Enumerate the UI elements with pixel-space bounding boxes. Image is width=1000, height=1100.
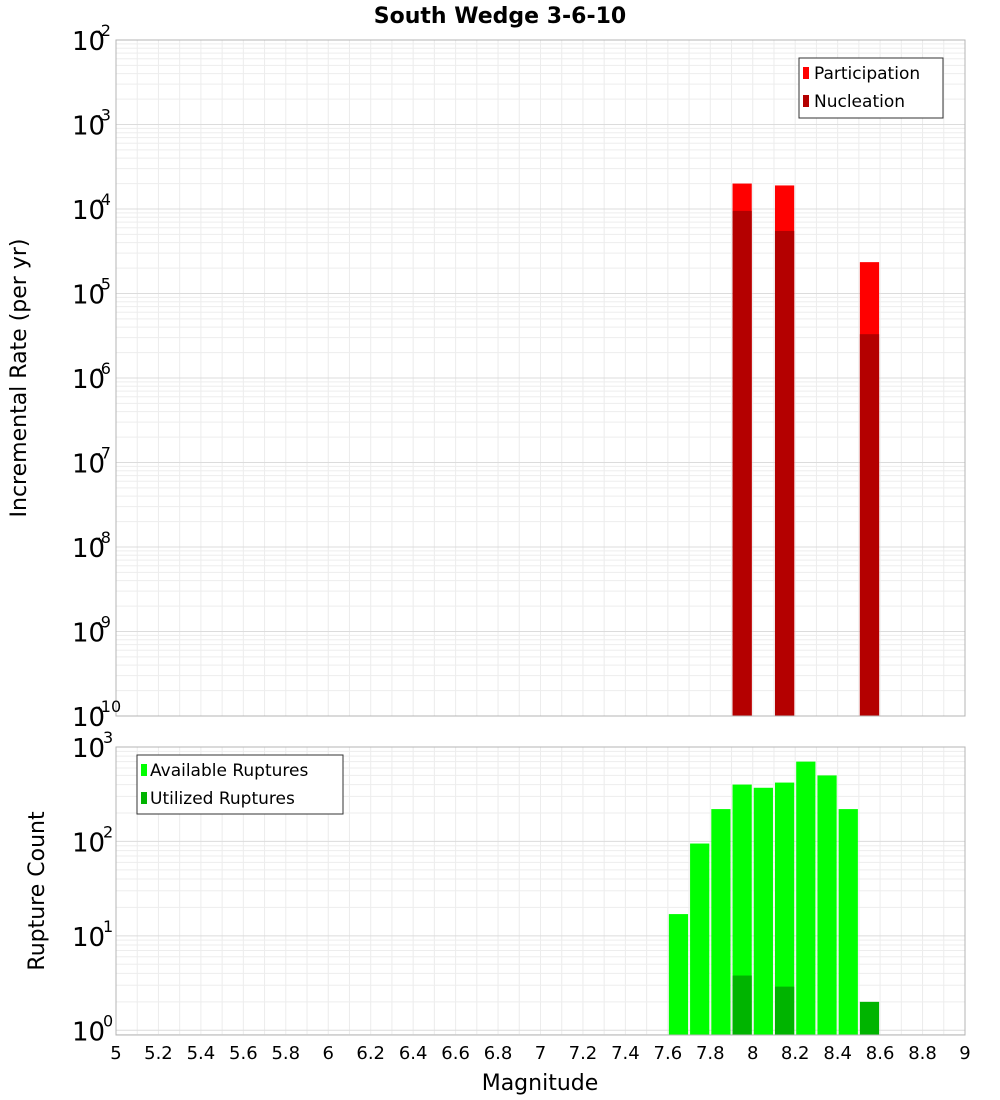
utilized-ruptures-bar: [732, 975, 752, 1035]
nucleation-bar: [774, 230, 795, 717]
y-tick-exponent: -5: [95, 275, 111, 294]
y-tick-label-top: 10-7: [72, 444, 111, 480]
legend-swatch: [803, 67, 809, 79]
top-plot-frame: [115, 39, 966, 717]
x-tick-label: 8.4: [823, 1043, 852, 1064]
y-tick-exponent: -4: [95, 190, 111, 209]
y-tick-label-top: 10-9: [72, 613, 111, 649]
x-tick-label: 7: [535, 1043, 546, 1064]
y-tick-base: 10: [72, 534, 105, 564]
x-axis-label: Magnitude: [482, 1071, 599, 1096]
y-tick-base: 10: [72, 1017, 105, 1047]
nucleation-bar: [859, 334, 880, 716]
nucleation-bar: [732, 210, 752, 716]
y-tick-base: 10: [72, 196, 105, 226]
x-tick-label: 8.6: [866, 1043, 895, 1064]
series-nucleation: [732, 210, 880, 717]
legend-swatch: [141, 792, 147, 804]
legend-swatch: [803, 95, 809, 107]
y-tick-base: 10: [72, 923, 105, 953]
available-ruptures-bar: [817, 775, 837, 1035]
y-tick-base: 10: [72, 365, 105, 395]
legend-label: Nucleation: [814, 92, 905, 112]
y-tick-label-top: 10-8: [72, 528, 111, 564]
y-tick-exponent: 2: [103, 822, 113, 841]
y-tick-exponent: 3: [103, 728, 113, 747]
x-tick-label: 8: [747, 1043, 758, 1064]
available-ruptures-bar: [753, 787, 773, 1035]
x-tick-label: 5.4: [187, 1043, 216, 1064]
y-tick-label-top: 10-2: [72, 21, 111, 57]
x-tick-label: 7.4: [611, 1043, 640, 1064]
x-tick-label: 9: [959, 1043, 970, 1064]
x-tick-label: 6.4: [399, 1043, 428, 1064]
utilized-ruptures-bar: [774, 986, 795, 1035]
y-tick-exponent: -10: [95, 697, 121, 716]
legend-top: Participation Nucleation: [798, 57, 944, 119]
y-tick-exponent: -6: [95, 359, 111, 378]
series-available-ruptures: [668, 761, 858, 1035]
y-tick-base: 10: [72, 734, 105, 764]
x-tick-label: 5.6: [229, 1043, 258, 1064]
y-tick-label-bottom: 100: [72, 1011, 113, 1047]
legend-box: [136, 754, 344, 815]
y-tick-exponent: -2: [95, 21, 111, 40]
y-tick-exponent: -3: [95, 106, 111, 125]
y-tick-base: 10: [72, 27, 105, 57]
y-tick-label-bottom: 103: [72, 728, 113, 764]
y-tick-base: 10: [72, 450, 105, 480]
y-tick-label-top: 10-3: [72, 106, 111, 142]
y-tick-base: 10: [72, 703, 105, 733]
x-tick-label: 7.8: [696, 1043, 725, 1064]
y-tick-label-top: 10-4: [72, 190, 111, 226]
available-ruptures-bar: [838, 809, 858, 1035]
y-tick-label-bottom: 102: [72, 822, 113, 858]
x-tick-label: 5.8: [271, 1043, 300, 1064]
y-axis-label-top: Incremental Rate (per yr): [7, 239, 32, 518]
x-tick-label: 6: [323, 1043, 334, 1064]
utilized-ruptures-bar: [859, 1001, 880, 1035]
y-tick-base: 10: [72, 828, 105, 858]
y-tick-label-top: 10-5: [72, 275, 111, 311]
y-tick-base: 10: [72, 619, 105, 649]
bottom-plot-frame: [115, 746, 966, 1036]
x-tick-label: 6.2: [356, 1043, 385, 1064]
y-tick-label-bottom: 101: [72, 917, 113, 953]
legend-label: Participation: [814, 64, 920, 84]
legend-swatch: [141, 764, 147, 776]
y-tick-base: 10: [72, 281, 105, 311]
available-ruptures-bar: [732, 784, 752, 1035]
x-tick-label: 5: [110, 1043, 121, 1064]
legend-label: Available Ruptures: [150, 761, 308, 781]
available-ruptures-bar: [668, 914, 689, 1035]
x-tick-label: 6.8: [484, 1043, 513, 1064]
y-tick-label-top: 10-6: [72, 359, 111, 395]
y-tick-exponent: -8: [95, 528, 111, 547]
legend-label: Utilized Ruptures: [150, 789, 295, 809]
series-participation: [732, 183, 880, 717]
legend-bottom: Available Ruptures Utilized Ruptures: [136, 754, 344, 815]
y-tick-base: 10: [72, 112, 105, 142]
x-tick-label: 6.6: [441, 1043, 470, 1064]
x-tick-label: 7.6: [654, 1043, 683, 1064]
y-tick-exponent: 1: [103, 917, 113, 936]
chart-title: South Wedge 3-6-10: [374, 4, 626, 29]
y-axis-label-bottom: Rupture Count: [25, 811, 50, 971]
x-tick-label: 8.8: [908, 1043, 937, 1064]
y-tick-exponent: -7: [95, 444, 111, 463]
available-ruptures-bar: [711, 809, 731, 1035]
x-tick-label: 8.2: [781, 1043, 810, 1064]
available-ruptures-bar: [796, 761, 816, 1035]
y-tick-exponent: -9: [95, 613, 111, 632]
legend-box: [798, 57, 944, 119]
available-ruptures-bar: [690, 843, 710, 1035]
available-ruptures-bar: [774, 782, 795, 1035]
x-tick-label: 5.2: [144, 1043, 173, 1064]
y-tick-label-top: 10-10: [72, 697, 121, 733]
grid-lines: [115, 40, 966, 717]
y-tick-exponent: 0: [103, 1011, 113, 1030]
series-utilized-ruptures: [732, 975, 880, 1035]
x-tick-label: 7.2: [569, 1043, 598, 1064]
